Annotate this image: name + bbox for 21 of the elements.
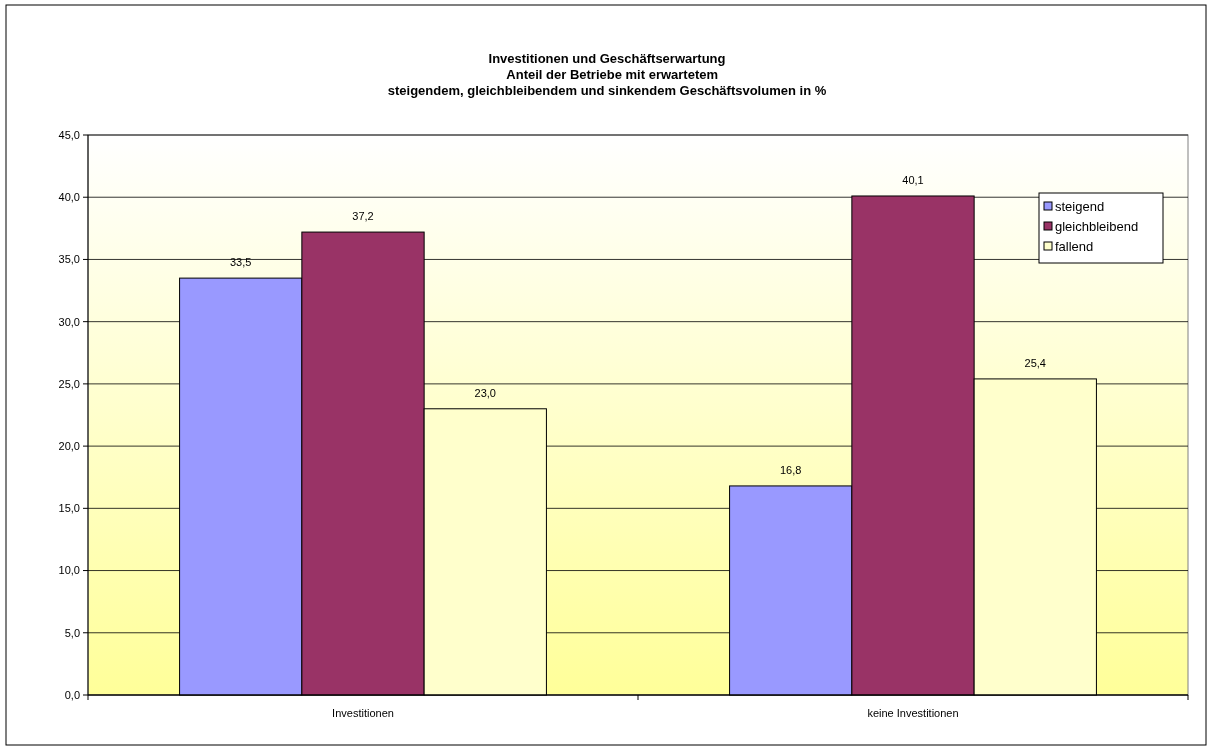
legend-label: gleichbleibend (1055, 218, 1139, 234)
text: 23,0 (474, 386, 496, 399)
text: 25,4 (1024, 356, 1046, 369)
x-tick-label: Investitionen (332, 707, 394, 719)
y-tick-label: 15,0 (58, 502, 80, 515)
legend-label: steigend (1055, 198, 1105, 214)
y-tick-label: 10,0 (58, 564, 80, 577)
text: 16,8 (780, 463, 802, 476)
y-tick-label: 5,0 (64, 626, 80, 639)
y-tick-label: 0,0 (64, 688, 80, 701)
text: 37,2 (352, 210, 374, 223)
chart-title: Investitionen und Geschäftserwartung Anteil der Betriebe mit erwartetem steigendem, gleichbleibendem und sinkendem Geschäftsvolumen in % (387, 51, 827, 98)
y-tick-label: 20,0 (58, 439, 80, 452)
text: 40,1 (902, 173, 924, 186)
y-tick-label: 25,0 (58, 377, 80, 390)
y-tick-label: 30,0 (58, 315, 80, 328)
y-tick-label: 35,0 (58, 253, 80, 266)
legend-label: fallend (1055, 238, 1094, 254)
x-tick-label: keine Investitionen (867, 707, 959, 719)
y-tick-label: 40,0 (58, 191, 80, 204)
y-tick-label: 45,0 (58, 128, 80, 141)
